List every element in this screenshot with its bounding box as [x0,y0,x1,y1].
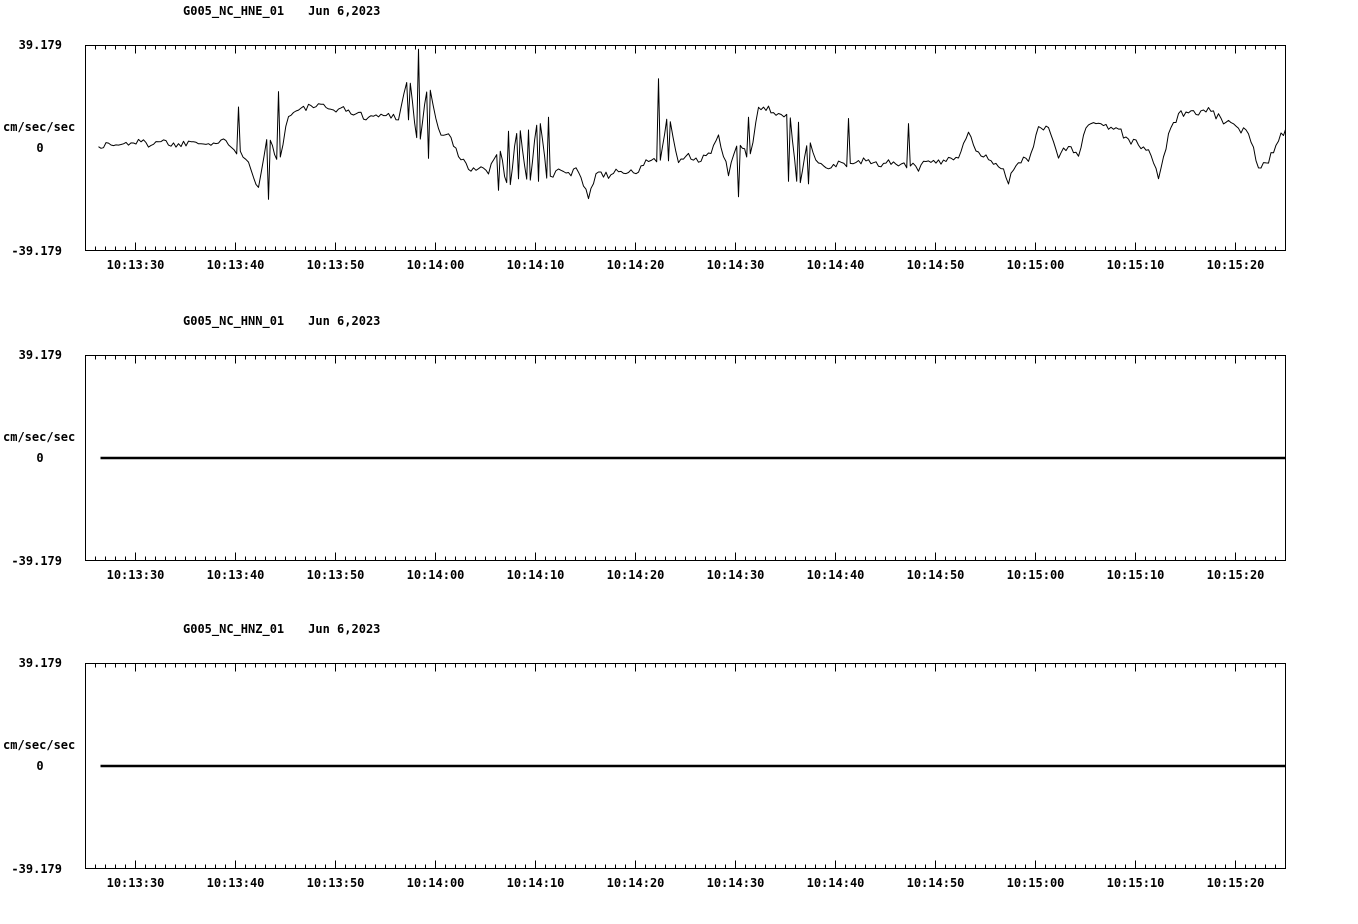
x-tick-label: 10:14:10 [506,568,565,582]
y-axis-min-label: -39.179 [11,554,62,568]
x-tick-label: 10:14:20 [606,258,665,272]
y-axis-max-label: 39.179 [18,348,62,362]
x-tick-label: 10:14:00 [406,258,465,272]
x-tick-label: 10:13:40 [206,568,265,582]
x-tick-label: 10:14:50 [906,876,965,890]
y-axis-units-label: cm/sec/sec [3,120,76,134]
x-tick-label: 10:15:20 [1206,568,1265,582]
x-tick-label: 10:13:30 [106,876,165,890]
axis-ticks [95,355,1276,561]
x-tick-label: 10:14:40 [806,258,865,272]
x-tick-label: 10:14:30 [706,876,765,890]
x-tick-label: 10:13:30 [106,568,165,582]
x-tick-label: 10:14:40 [806,568,865,582]
y-axis-zero-label: 0 [36,141,44,155]
x-tick-label: 10:14:30 [706,258,765,272]
x-tick-label: 10:14:20 [606,568,665,582]
y-axis-units-label: cm/sec/sec [3,738,76,752]
x-tick-label: 10:15:10 [1106,258,1165,272]
x-tick-label: 10:14:50 [906,258,965,272]
x-axis-tick-labels: 10:13:30 10:13:40 10:13:50 10:14:00 10:14:10… [0,258,1358,274]
x-tick-label: 10:14:30 [706,568,765,582]
x-tick-label: 10:15:20 [1206,258,1265,272]
waveform-plot-hnz [85,663,1286,869]
x-tick-label: 10:13:50 [306,568,365,582]
x-tick-label: 10:14:10 [506,258,565,272]
axis-ticks [95,45,1276,251]
x-tick-label: 10:14:00 [406,568,465,582]
y-axis-zero-label: 0 [36,451,44,465]
x-tick-label: 10:15:00 [1006,876,1065,890]
y-axis-max-label: 39.179 [18,38,62,52]
x-axis-tick-labels: 10:13:30 10:13:40 10:13:50 10:14:00 10:14:10… [0,876,1358,892]
panel-title: G005_NC_HNZ_01 Jun 6,2023 [183,622,380,636]
date-label: Jun 6,2023 [308,314,381,328]
x-tick-label: 10:13:30 [106,258,165,272]
date-label: Jun 6,2023 [308,4,381,18]
y-axis-units-label: cm/sec/sec [3,430,76,444]
waveform-panel-hnz: G005_NC_HNZ_01 Jun 6,2023 39.179 cm/sec/s… [0,618,1358,924]
waveform-plot-hnn [85,355,1286,561]
x-tick-label: 10:15:00 [1006,568,1065,582]
x-tick-label: 10:14:20 [606,876,665,890]
x-tick-label: 10:15:20 [1206,876,1265,890]
date-label: Jun 6,2023 [308,622,381,636]
panel-title: G005_NC_HNE_01 Jun 6,2023 [183,4,380,18]
panel-title: G005_NC_HNN_01 Jun 6,2023 [183,314,380,328]
y-axis-min-label: -39.179 [11,244,62,258]
x-tick-label: 10:15:10 [1106,568,1165,582]
x-tick-label: 10:13:50 [306,876,365,890]
y-axis-zero-label: 0 [36,759,44,773]
station-channel-label: G005_NC_HNZ_01 [183,622,285,636]
waveform-panel-hne: G005_NC_HNE_01 Jun 6,2023 39.179 cm/sec/s… [0,0,1358,310]
waveform-panel-hnn: G005_NC_HNN_01 Jun 6,2023 39.179 cm/sec/s… [0,310,1358,620]
x-tick-label: 10:15:10 [1106,876,1165,890]
station-channel-label: G005_NC_HNN_01 [183,314,285,328]
x-tick-label: 10:14:40 [806,876,865,890]
x-tick-label: 10:14:50 [906,568,965,582]
y-axis-max-label: 39.179 [18,656,62,670]
x-tick-label: 10:13:40 [206,876,265,890]
x-tick-label: 10:15:00 [1006,258,1065,272]
y-axis-min-label: -39.179 [11,862,62,876]
x-tick-label: 10:13:40 [206,258,265,272]
x-axis-tick-labels: 10:13:30 10:13:40 10:13:50 10:14:00 10:14:10… [0,568,1358,584]
waveform-plot-hne [85,45,1286,251]
station-channel-label: G005_NC_HNE_01 [183,4,285,18]
x-tick-label: 10:14:10 [506,876,565,890]
waveform-trace [98,48,1286,200]
axis-ticks [95,663,1276,869]
x-tick-label: 10:14:00 [406,876,465,890]
x-tick-label: 10:13:50 [306,258,365,272]
